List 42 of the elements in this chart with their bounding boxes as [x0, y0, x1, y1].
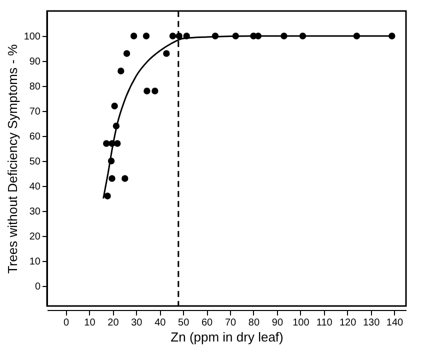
x-tick-label: 120: [339, 318, 357, 328]
y-tick-label: 60: [29, 132, 41, 142]
point: [152, 88, 158, 94]
y-tick-label: 80: [29, 82, 41, 92]
x-tick-label: 70: [224, 318, 237, 328]
point: [169, 32, 176, 40]
point: [142, 32, 150, 40]
y-tick-label: 10: [29, 256, 41, 268]
point: [108, 175, 116, 182]
point: [123, 50, 130, 57]
point: [104, 192, 111, 200]
y-tick-label: 90: [29, 56, 41, 68]
x-tick-label: 140: [386, 318, 404, 328]
x-tick-label: 50: [178, 318, 190, 328]
x-tick-label: 20: [108, 318, 120, 328]
y-axis-title: Trees without Deficiency Symptoms - %: [4, 44, 20, 274]
y-tick-label: 0: [34, 282, 41, 292]
point: [144, 88, 150, 94]
x-tick-label: 80: [248, 318, 260, 328]
point: [103, 140, 110, 147]
x-tick-label: 130: [362, 318, 380, 328]
x-tick-label: 40: [154, 318, 166, 328]
y-tick-label: 20: [29, 232, 41, 242]
point: [122, 175, 128, 182]
x-tick-label: 10: [84, 318, 96, 328]
point: [111, 102, 118, 110]
y-tick-label: 50: [29, 156, 41, 168]
point: [163, 50, 170, 57]
x-tick-label: 0: [63, 318, 70, 328]
point: [114, 140, 121, 147]
point: [130, 32, 138, 40]
x-tick-label: 100: [292, 318, 310, 328]
y-tick-label: 100: [24, 32, 41, 42]
y-tick-label: 30: [29, 206, 41, 218]
x-tick-label: 60: [201, 318, 214, 328]
y-tick-label: 70: [29, 106, 41, 118]
x-tick-label: 90: [272, 318, 284, 328]
x-tick-label: 110: [316, 318, 333, 328]
x-axis-title: Zn (ppm in dry leaf): [170, 330, 284, 344]
x-tick-label: 30: [131, 318, 143, 328]
y-tick-label: 40: [29, 182, 41, 192]
point: [118, 68, 124, 74]
